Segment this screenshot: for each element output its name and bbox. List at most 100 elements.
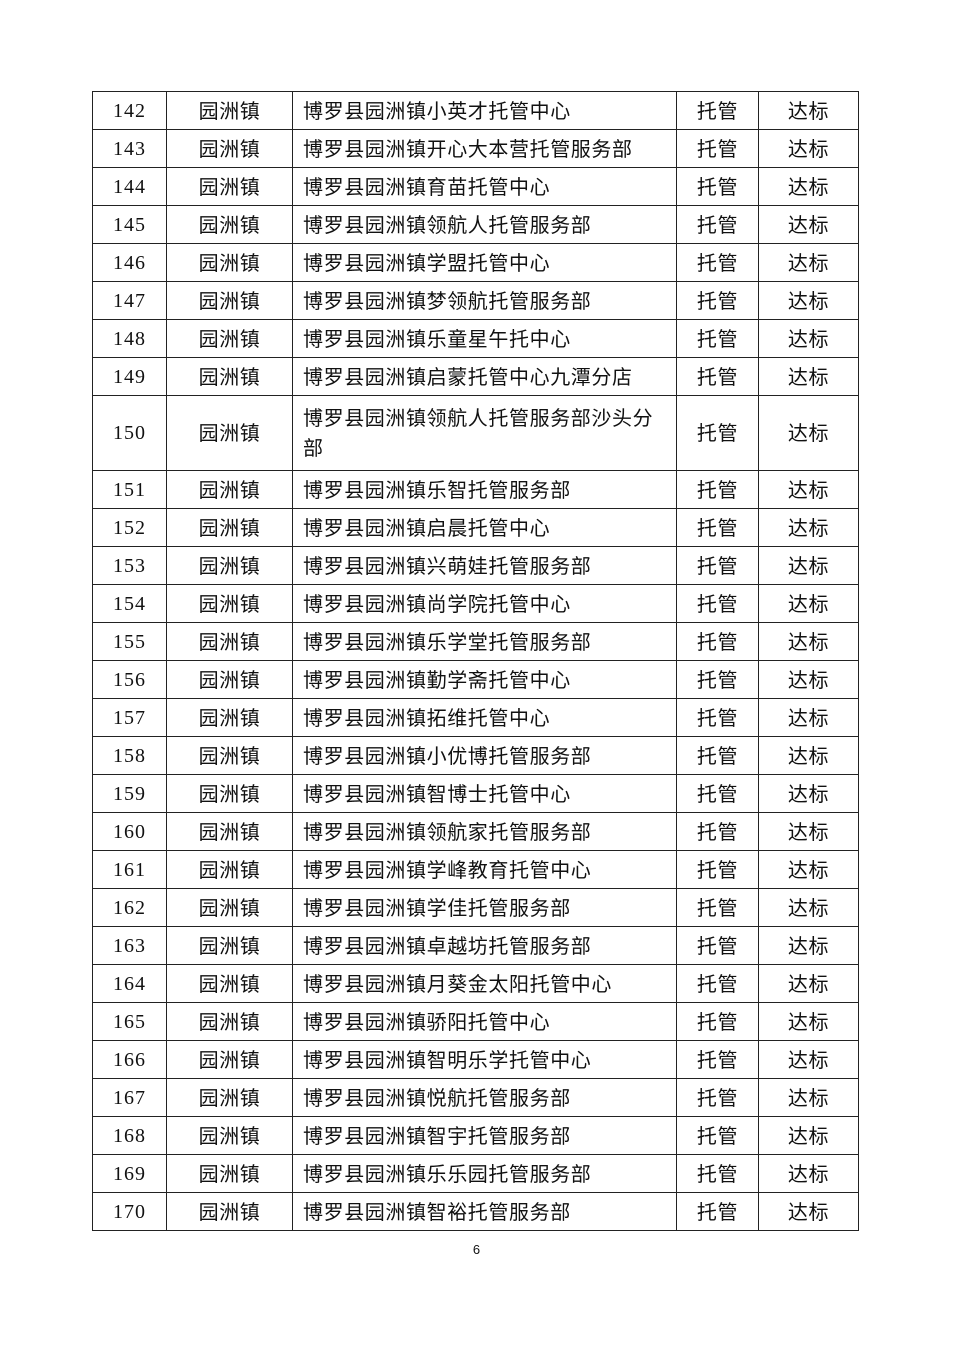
row-number-cell: 167 xyxy=(92,1078,167,1117)
table-row: 161 园洲镇 博罗县园洲镇学峰教育托管中心 托管 达标 xyxy=(92,850,859,889)
service-type-cell: 托管 xyxy=(676,622,759,661)
town-cell: 园洲镇 xyxy=(166,1078,293,1117)
row-number-cell: 151 xyxy=(92,470,167,509)
institution-name-cell: 博罗县园洲镇卓越坊托管服务部 xyxy=(292,926,677,965)
town-cell: 园洲镇 xyxy=(166,357,293,396)
row-number-cell: 157 xyxy=(92,698,167,737)
institution-table: 142 园洲镇 博罗县园洲镇小英才托管中心 托管 达标 143 园洲镇 博罗县园洲镇开心大本营… xyxy=(92,91,859,1231)
town-cell: 园洲镇 xyxy=(166,546,293,585)
inspection-result-cell: 达标 xyxy=(758,319,859,358)
institution-name-cell: 博罗县园洲镇勤学斋托管中心 xyxy=(292,660,677,699)
inspection-result-cell: 达标 xyxy=(758,470,859,509)
row-number-cell: 158 xyxy=(92,736,167,775)
service-type-cell: 托管 xyxy=(676,1154,759,1193)
row-number-cell: 169 xyxy=(92,1154,167,1193)
town-cell: 园洲镇 xyxy=(166,926,293,965)
table-row: 162 园洲镇 博罗县园洲镇学佳托管服务部 托管 达标 xyxy=(92,888,859,927)
row-number-cell: 146 xyxy=(92,243,167,282)
row-number-cell: 152 xyxy=(92,508,167,547)
row-number-cell: 160 xyxy=(92,812,167,851)
service-type-cell: 托管 xyxy=(676,774,759,813)
institution-name-cell: 博罗县园洲镇梦领航托管服务部 xyxy=(292,281,677,320)
table-row: 146 园洲镇 博罗县园洲镇学盟托管中心 托管 达标 xyxy=(92,243,859,282)
service-type-cell: 托管 xyxy=(676,850,759,889)
institution-name-cell: 博罗县园洲镇领航人托管服务部 xyxy=(292,205,677,244)
table-row: 150 园洲镇 博罗县园洲镇领航人托管服务部沙头分部 托管 达标 xyxy=(92,395,859,471)
town-cell: 园洲镇 xyxy=(166,850,293,889)
table-body: 142 园洲镇 博罗县园洲镇小英才托管中心 托管 达标 143 园洲镇 博罗县园洲镇开心大本营… xyxy=(92,91,859,1231)
town-cell: 园洲镇 xyxy=(166,888,293,927)
service-type-cell: 托管 xyxy=(676,888,759,927)
inspection-result-cell: 达标 xyxy=(758,357,859,396)
row-number-cell: 159 xyxy=(92,774,167,813)
institution-name-cell: 博罗县园洲镇小英才托管中心 xyxy=(292,91,677,130)
institution-name-cell: 博罗县园洲镇领航家托管服务部 xyxy=(292,812,677,851)
table-row: 168 园洲镇 博罗县园洲镇智宇托管服务部 托管 达标 xyxy=(92,1116,859,1155)
table-row: 166 园洲镇 博罗县园洲镇智明乐学托管中心 托管 达标 xyxy=(92,1040,859,1079)
inspection-result-cell: 达标 xyxy=(758,1040,859,1079)
inspection-result-cell: 达标 xyxy=(758,1002,859,1041)
inspection-result-cell: 达标 xyxy=(758,1192,859,1231)
service-type-cell: 托管 xyxy=(676,205,759,244)
institution-name-cell: 博罗县园洲镇学佳托管服务部 xyxy=(292,888,677,927)
town-cell: 园洲镇 xyxy=(166,622,293,661)
town-cell: 园洲镇 xyxy=(166,698,293,737)
service-type-cell: 托管 xyxy=(676,546,759,585)
institution-name-cell: 博罗县园洲镇智裕托管服务部 xyxy=(292,1192,677,1231)
inspection-result-cell: 达标 xyxy=(758,395,859,471)
row-number-cell: 161 xyxy=(92,850,167,889)
table-row: 157 园洲镇 博罗县园洲镇拓维托管中心 托管 达标 xyxy=(92,698,859,737)
row-number-cell: 156 xyxy=(92,660,167,699)
institution-name-cell: 博罗县园洲镇月葵金太阳托管中心 xyxy=(292,964,677,1003)
table-row: 169 园洲镇 博罗县园洲镇乐乐园托管服务部 托管 达标 xyxy=(92,1154,859,1193)
row-number-cell: 149 xyxy=(92,357,167,396)
row-number-cell: 148 xyxy=(92,319,167,358)
service-type-cell: 托管 xyxy=(676,926,759,965)
row-number-cell: 153 xyxy=(92,546,167,585)
row-number-cell: 150 xyxy=(92,395,167,471)
institution-name-cell: 博罗县园洲镇智宇托管服务部 xyxy=(292,1116,677,1155)
row-number-cell: 147 xyxy=(92,281,167,320)
service-type-cell: 托管 xyxy=(676,698,759,737)
table-row: 155 园洲镇 博罗县园洲镇乐学堂托管服务部 托管 达标 xyxy=(92,622,859,661)
row-number-cell: 168 xyxy=(92,1116,167,1155)
table-row: 153 园洲镇 博罗县园洲镇兴萌娃托管服务部 托管 达标 xyxy=(92,546,859,585)
service-type-cell: 托管 xyxy=(676,91,759,130)
row-number-cell: 162 xyxy=(92,888,167,927)
service-type-cell: 托管 xyxy=(676,508,759,547)
inspection-result-cell: 达标 xyxy=(758,964,859,1003)
service-type-cell: 托管 xyxy=(676,319,759,358)
institution-name-cell: 博罗县园洲镇兴萌娃托管服务部 xyxy=(292,546,677,585)
institution-name-cell: 博罗县园洲镇乐学堂托管服务部 xyxy=(292,622,677,661)
institution-name-cell: 博罗县园洲镇学峰教育托管中心 xyxy=(292,850,677,889)
row-number-cell: 163 xyxy=(92,926,167,965)
table-row: 145 园洲镇 博罗县园洲镇领航人托管服务部 托管 达标 xyxy=(92,205,859,244)
inspection-result-cell: 达标 xyxy=(758,129,859,168)
inspection-result-cell: 达标 xyxy=(758,698,859,737)
town-cell: 园洲镇 xyxy=(166,205,293,244)
inspection-result-cell: 达标 xyxy=(758,91,859,130)
service-type-cell: 托管 xyxy=(676,395,759,471)
town-cell: 园洲镇 xyxy=(166,660,293,699)
institution-name-cell: 博罗县园洲镇骄阳托管中心 xyxy=(292,1002,677,1041)
town-cell: 园洲镇 xyxy=(166,91,293,130)
inspection-result-cell: 达标 xyxy=(758,812,859,851)
table-row: 170 园洲镇 博罗县园洲镇智裕托管服务部 托管 达标 xyxy=(92,1192,859,1231)
row-number-cell: 166 xyxy=(92,1040,167,1079)
table-row: 149 园洲镇 博罗县园洲镇启蒙托管中心九潭分店 托管 达标 xyxy=(92,357,859,396)
service-type-cell: 托管 xyxy=(676,660,759,699)
institution-name-cell: 博罗县园洲镇智博士托管中心 xyxy=(292,774,677,813)
town-cell: 园洲镇 xyxy=(166,508,293,547)
row-number-cell: 142 xyxy=(92,91,167,130)
service-type-cell: 托管 xyxy=(676,470,759,509)
town-cell: 园洲镇 xyxy=(166,1154,293,1193)
town-cell: 园洲镇 xyxy=(166,167,293,206)
town-cell: 园洲镇 xyxy=(166,243,293,282)
table-row: 167 园洲镇 博罗县园洲镇悦航托管服务部 托管 达标 xyxy=(92,1078,859,1117)
inspection-result-cell: 达标 xyxy=(758,243,859,282)
inspection-result-cell: 达标 xyxy=(758,1078,859,1117)
document-page: 142 园洲镇 博罗县园洲镇小英才托管中心 托管 达标 143 园洲镇 博罗县园洲镇开心大本营… xyxy=(92,91,859,1231)
institution-name-cell: 博罗县园洲镇启蒙托管中心九潭分店 xyxy=(292,357,677,396)
service-type-cell: 托管 xyxy=(676,243,759,282)
service-type-cell: 托管 xyxy=(676,964,759,1003)
